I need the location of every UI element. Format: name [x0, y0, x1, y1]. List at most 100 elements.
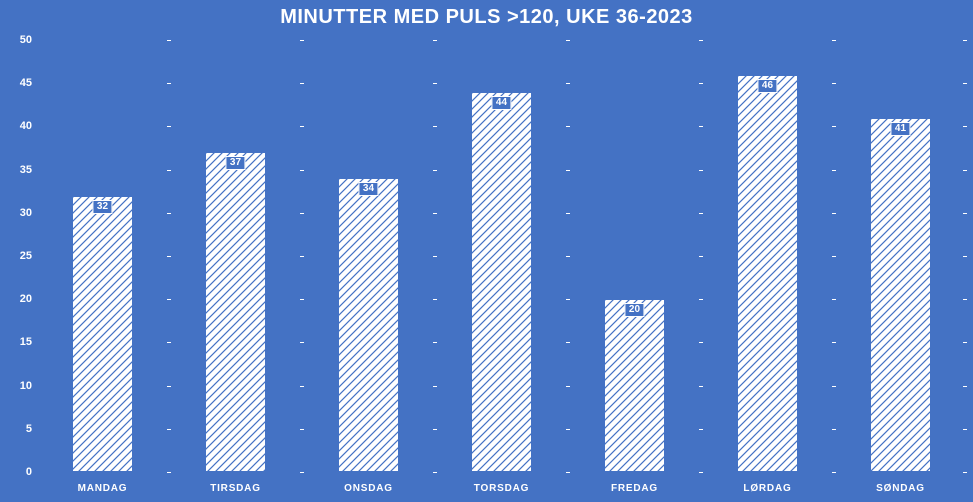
grid-segment	[832, 299, 836, 300]
grid-segment	[433, 213, 437, 214]
grid-segment	[832, 342, 836, 343]
grid-segment	[566, 256, 570, 257]
bar: 37	[205, 152, 266, 472]
bar: 20	[604, 299, 665, 472]
grid-segment	[963, 126, 967, 127]
bar-fill	[604, 299, 665, 472]
grid-segment	[699, 386, 703, 387]
bar-value-label: 34	[359, 182, 378, 196]
grid-segment	[963, 342, 967, 343]
grid-segment	[963, 256, 967, 257]
grid-segment	[566, 342, 570, 343]
grid-segment	[566, 299, 570, 300]
grid-segment	[566, 386, 570, 387]
grid-segment	[300, 213, 304, 214]
y-tick-label: 25	[6, 250, 32, 262]
grid-segment	[699, 472, 703, 473]
bar-fill	[205, 152, 266, 472]
x-category-label: SØNDAG	[834, 483, 967, 494]
grid-segment	[167, 40, 171, 41]
grid-segment	[433, 429, 437, 430]
grid-segment	[167, 386, 171, 387]
grid-segment	[167, 170, 171, 171]
grid-segment	[433, 170, 437, 171]
grid-segment	[699, 40, 703, 41]
grid-segment	[167, 256, 171, 257]
grid-segment	[566, 126, 570, 127]
grid-segment	[566, 40, 570, 41]
y-tick-label: 50	[6, 34, 32, 46]
y-tick-label: 15	[6, 336, 32, 348]
x-category-label: ONSDAG	[302, 483, 435, 494]
grid-segment	[300, 40, 304, 41]
bar-fill	[737, 75, 798, 472]
grid-segment	[963, 429, 967, 430]
x-category-label: FREDAG	[568, 483, 701, 494]
grid-segment	[433, 126, 437, 127]
grid-segment	[300, 83, 304, 84]
x-category-label: LØRDAG	[701, 483, 834, 494]
grid-segment	[433, 342, 437, 343]
bar-fill	[471, 92, 532, 472]
grid-segment	[963, 472, 967, 473]
bar-fill	[338, 178, 399, 472]
grid-segment	[832, 170, 836, 171]
bar-fill	[72, 196, 133, 472]
grid-segment	[699, 126, 703, 127]
bar: 32	[72, 196, 133, 472]
grid-segment	[433, 299, 437, 300]
bar: 44	[471, 92, 532, 472]
grid-segment	[963, 299, 967, 300]
grid-segment	[300, 170, 304, 171]
grid-segment	[832, 386, 836, 387]
grid-segment	[300, 472, 304, 473]
bar-fill	[870, 118, 931, 472]
grid-segment	[963, 83, 967, 84]
grid-segment	[433, 472, 437, 473]
grid-segment	[963, 386, 967, 387]
grid-segment	[167, 299, 171, 300]
bar-value-label: 32	[93, 200, 112, 214]
grid-segment	[433, 83, 437, 84]
grid-segment	[699, 342, 703, 343]
grid-segment	[300, 126, 304, 127]
plot-area: 0510152025303540455032MANDAG37TIRSDAG34O…	[36, 40, 967, 472]
grid-segment	[433, 386, 437, 387]
grid-segment	[433, 40, 437, 41]
grid-segment	[167, 472, 171, 473]
grid-segment	[699, 256, 703, 257]
grid-segment	[963, 213, 967, 214]
grid-segment	[300, 429, 304, 430]
y-tick-label: 20	[6, 293, 32, 305]
bar: 34	[338, 178, 399, 472]
bar-value-label: 20	[625, 303, 644, 317]
bar-chart: MINUTTER MED PULS >120, UKE 36-2023 0510…	[0, 0, 973, 502]
x-category-label: TIRSDAG	[169, 483, 302, 494]
y-tick-label: 0	[6, 466, 32, 478]
grid-segment	[566, 472, 570, 473]
grid-segment	[566, 429, 570, 430]
x-category-label: TORSDAG	[435, 483, 568, 494]
chart-title: MINUTTER MED PULS >120, UKE 36-2023	[0, 6, 973, 29]
bar: 41	[870, 118, 931, 472]
grid-segment	[433, 256, 437, 257]
grid-segment	[832, 83, 836, 84]
grid-segment	[566, 170, 570, 171]
grid-segment	[699, 429, 703, 430]
grid-segment	[167, 342, 171, 343]
grid-segment	[167, 126, 171, 127]
y-tick-label: 40	[6, 120, 32, 132]
grid-segment	[832, 40, 836, 41]
grid-segment	[167, 83, 171, 84]
grid-segment	[300, 256, 304, 257]
grid-segment	[832, 126, 836, 127]
grid-segment	[300, 386, 304, 387]
grid-segment	[300, 299, 304, 300]
grid-segment	[832, 213, 836, 214]
grid-segment	[300, 342, 304, 343]
bar-value-label: 41	[891, 122, 910, 136]
grid-segment	[699, 170, 703, 171]
grid-segment	[832, 256, 836, 257]
bar-value-label: 46	[758, 79, 777, 93]
grid-segment	[699, 213, 703, 214]
